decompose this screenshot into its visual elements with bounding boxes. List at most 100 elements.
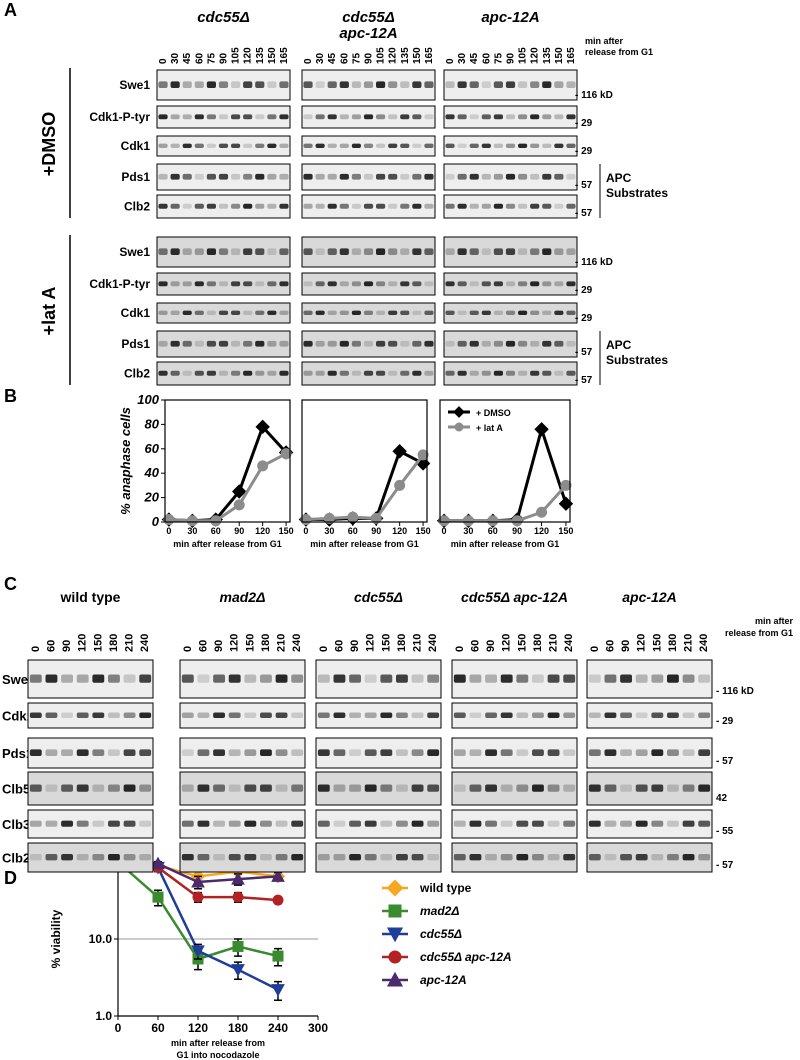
band bbox=[481, 340, 491, 347]
band bbox=[228, 854, 241, 861]
band bbox=[218, 81, 229, 88]
band bbox=[530, 203, 540, 209]
band bbox=[542, 370, 552, 376]
band bbox=[400, 203, 410, 209]
label: Pds1 bbox=[121, 170, 150, 184]
band bbox=[457, 203, 467, 209]
band bbox=[333, 674, 346, 683]
band bbox=[554, 370, 564, 376]
band bbox=[349, 712, 361, 718]
band bbox=[505, 248, 516, 255]
band bbox=[547, 749, 560, 756]
band bbox=[411, 820, 424, 827]
band bbox=[635, 749, 648, 756]
label: Substrates bbox=[606, 353, 668, 367]
band bbox=[588, 674, 601, 683]
band bbox=[333, 712, 346, 718]
band bbox=[542, 114, 552, 120]
x-tick-label: 120 bbox=[188, 1021, 208, 1035]
band bbox=[505, 281, 516, 287]
data-point bbox=[280, 448, 292, 460]
data-point bbox=[192, 891, 204, 903]
band bbox=[197, 854, 210, 861]
legend-marker bbox=[453, 406, 465, 418]
band bbox=[698, 784, 711, 792]
band bbox=[542, 248, 552, 255]
band bbox=[333, 820, 346, 827]
label: apc-12A bbox=[622, 589, 676, 605]
band bbox=[445, 281, 455, 287]
band bbox=[469, 114, 479, 120]
label: cdc55Δ bbox=[342, 9, 395, 26]
band bbox=[158, 310, 168, 315]
band bbox=[206, 143, 217, 148]
blot bbox=[156, 361, 291, 386]
band bbox=[493, 173, 504, 180]
x-tick-label: 0 bbox=[442, 526, 447, 536]
band bbox=[375, 81, 386, 88]
band bbox=[197, 784, 210, 792]
label: 60 bbox=[604, 640, 616, 652]
data-point bbox=[232, 484, 247, 499]
band bbox=[427, 820, 440, 827]
band bbox=[400, 248, 410, 255]
band bbox=[485, 820, 497, 827]
x-tick-label: 90 bbox=[234, 526, 244, 536]
band bbox=[230, 173, 241, 180]
y-tick-label: 80 bbox=[145, 416, 160, 431]
band bbox=[255, 340, 265, 347]
band bbox=[682, 820, 695, 827]
band bbox=[424, 203, 434, 209]
label: 210 bbox=[412, 634, 424, 652]
band bbox=[424, 81, 434, 88]
band bbox=[566, 114, 576, 120]
band bbox=[500, 674, 513, 683]
band bbox=[315, 281, 325, 287]
label: 0 bbox=[182, 646, 194, 652]
band bbox=[542, 81, 552, 88]
label: 150 bbox=[554, 47, 565, 64]
label: A bbox=[4, 0, 17, 20]
band bbox=[76, 784, 89, 792]
label: 165 bbox=[279, 47, 290, 64]
legend-marker bbox=[386, 927, 404, 943]
series-line bbox=[168, 452, 287, 523]
band bbox=[493, 203, 504, 209]
band bbox=[682, 749, 695, 756]
band bbox=[493, 310, 504, 315]
band bbox=[364, 712, 377, 718]
label: 0 bbox=[158, 58, 169, 64]
label: 180 bbox=[532, 634, 544, 652]
band bbox=[445, 203, 455, 209]
band bbox=[375, 248, 386, 255]
band bbox=[61, 749, 73, 756]
band bbox=[400, 310, 410, 315]
label: 165 bbox=[566, 47, 577, 64]
label: 45 bbox=[182, 52, 193, 64]
band bbox=[327, 281, 337, 287]
x-axis-label: min after release from G1 bbox=[173, 539, 282, 549]
band bbox=[206, 203, 217, 209]
band bbox=[275, 820, 288, 827]
band bbox=[76, 712, 89, 718]
band bbox=[516, 749, 529, 756]
band bbox=[182, 114, 192, 120]
band bbox=[182, 248, 192, 255]
band bbox=[291, 749, 304, 756]
label: 150 bbox=[267, 47, 278, 64]
label: - 57 bbox=[716, 860, 734, 871]
band bbox=[563, 854, 576, 861]
label: 75 bbox=[206, 52, 217, 64]
band bbox=[158, 173, 168, 180]
y-tick-label: 100 bbox=[137, 392, 159, 407]
band bbox=[620, 820, 632, 827]
band bbox=[194, 370, 204, 376]
band bbox=[339, 203, 349, 209]
blot bbox=[443, 361, 578, 386]
band bbox=[243, 310, 253, 315]
band bbox=[667, 784, 679, 792]
band bbox=[108, 749, 120, 756]
band bbox=[667, 749, 679, 756]
band bbox=[182, 203, 192, 209]
band bbox=[667, 712, 679, 718]
